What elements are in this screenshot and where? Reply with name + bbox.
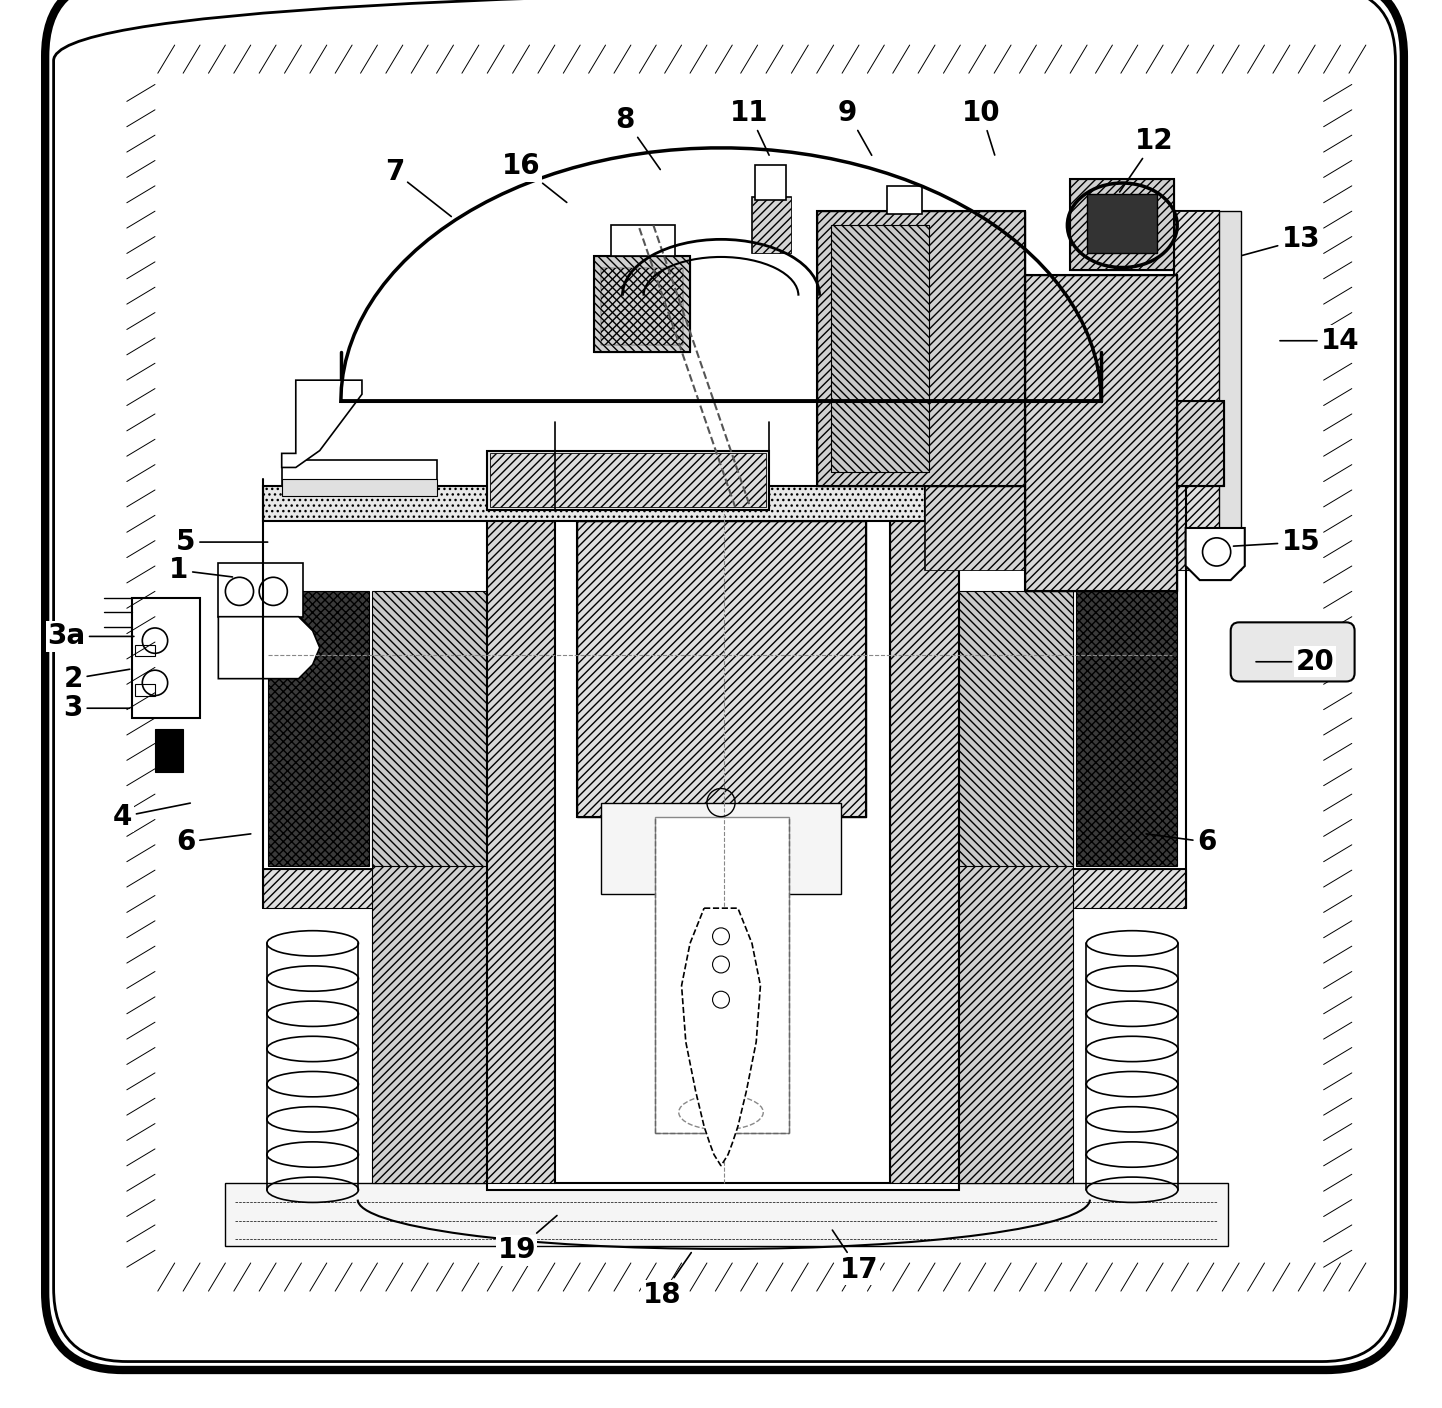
Bar: [1087, 194, 1158, 253]
Bar: [218, 563, 303, 617]
Polygon shape: [1185, 528, 1244, 580]
Bar: [957, 648, 1073, 1183]
Text: 14: 14: [1280, 327, 1360, 355]
Ellipse shape: [679, 1095, 763, 1129]
Bar: [1076, 401, 1224, 486]
Text: 6: 6: [176, 828, 251, 856]
Text: 6: 6: [1146, 828, 1217, 856]
Bar: [555, 507, 890, 1183]
Bar: [751, 197, 792, 253]
Text: 16: 16: [502, 152, 567, 203]
Bar: [264, 486, 926, 521]
FancyBboxPatch shape: [1230, 622, 1354, 681]
Bar: [754, 165, 786, 200]
Bar: [136, 645, 154, 656]
Bar: [887, 186, 923, 214]
Text: 13: 13: [1242, 225, 1321, 255]
Bar: [490, 453, 766, 507]
Bar: [133, 598, 200, 718]
Bar: [926, 486, 1171, 570]
Bar: [1220, 211, 1240, 570]
Polygon shape: [218, 617, 320, 679]
Bar: [154, 729, 183, 772]
Bar: [1076, 591, 1177, 866]
Bar: [594, 256, 691, 352]
Text: 15: 15: [1233, 528, 1321, 556]
Bar: [264, 486, 926, 521]
Bar: [816, 211, 1025, 486]
Bar: [281, 460, 437, 486]
Bar: [594, 256, 691, 352]
Bar: [751, 197, 792, 253]
Text: 3a: 3a: [48, 622, 134, 650]
Text: 17: 17: [832, 1231, 878, 1284]
Bar: [957, 591, 1073, 866]
Text: 12: 12: [1119, 127, 1174, 191]
Bar: [264, 869, 1185, 908]
Bar: [1025, 275, 1177, 591]
Text: 2: 2: [63, 665, 130, 693]
Bar: [1025, 275, 1177, 591]
Text: 10: 10: [962, 99, 1001, 155]
Bar: [487, 507, 555, 1183]
Bar: [890, 507, 957, 1183]
Text: 19: 19: [497, 1215, 557, 1264]
Bar: [601, 268, 684, 345]
Text: 4: 4: [112, 803, 190, 831]
Bar: [136, 684, 154, 696]
Text: 11: 11: [730, 99, 769, 155]
Polygon shape: [682, 908, 760, 1166]
Bar: [372, 648, 487, 1183]
Bar: [268, 591, 369, 866]
Bar: [1174, 211, 1220, 570]
Bar: [1174, 211, 1220, 570]
Bar: [611, 225, 675, 256]
Bar: [577, 521, 867, 817]
Text: 3: 3: [63, 694, 130, 722]
Bar: [1076, 401, 1224, 486]
Bar: [225, 1183, 1229, 1246]
Bar: [1070, 179, 1174, 270]
Bar: [372, 591, 487, 866]
Bar: [264, 486, 926, 521]
Text: 8: 8: [616, 106, 660, 169]
Bar: [816, 211, 1025, 486]
Text: 20: 20: [1256, 648, 1334, 676]
Bar: [655, 817, 789, 1133]
Text: 18: 18: [643, 1253, 691, 1309]
Text: 7: 7: [385, 158, 451, 217]
Text: 9: 9: [838, 99, 872, 155]
Polygon shape: [281, 380, 362, 467]
Text: 1: 1: [169, 556, 232, 584]
Bar: [577, 521, 867, 817]
Bar: [601, 803, 841, 894]
Bar: [926, 486, 1171, 570]
Bar: [487, 451, 769, 510]
Bar: [264, 869, 1185, 908]
Text: 5: 5: [176, 528, 268, 556]
Bar: [1070, 179, 1174, 270]
FancyBboxPatch shape: [45, 0, 1405, 1370]
Bar: [264, 869, 1185, 908]
Bar: [831, 225, 930, 472]
Bar: [281, 479, 437, 496]
Bar: [487, 500, 959, 1190]
